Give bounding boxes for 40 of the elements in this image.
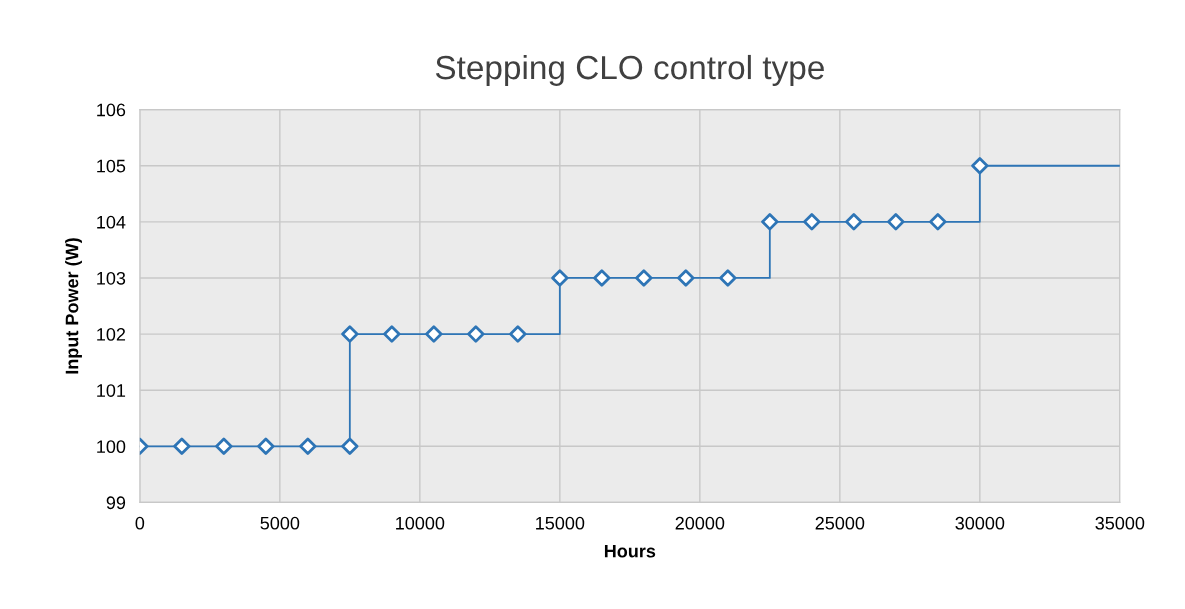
point [215,437,233,455]
point [929,213,947,231]
x-axis-title: Hours [604,544,656,558]
point [803,213,821,231]
point [257,437,275,455]
x-tick-label: 15000 [536,516,585,530]
point [341,437,359,455]
point [593,269,611,287]
point [845,213,863,231]
x-tick-label: 30000 [955,516,1005,530]
x-tick-label: 10000 [396,516,445,530]
x-tick-label: 20000 [675,516,725,530]
y-tick-label: 102 [97,328,126,341]
y-tick-label: 100 [97,440,126,454]
y-tick-label: 105 [97,159,126,173]
point [677,269,695,287]
point [719,269,737,287]
point [635,269,653,287]
y-tick-label: 103 [97,271,126,285]
y-tick-label: 99 [106,496,126,510]
point [551,269,569,287]
point [887,213,905,231]
x-tick-label: 25000 [815,516,865,530]
point [761,213,779,231]
point [971,157,989,175]
x-tick-label: 5000 [260,516,300,530]
y-tick-label: 106 [97,103,126,117]
point [509,325,527,343]
point [425,325,443,343]
chart-title: Stepping CLO control type [435,54,824,86]
y-tick-label: 101 [97,384,126,397]
x-tick-label: 0 [135,516,145,530]
point [467,325,485,343]
point [341,325,359,343]
point [383,325,401,343]
point [173,437,191,455]
point [299,437,317,455]
x-tick-label: 35000 [1095,516,1145,530]
y-axis-title: Input Power (W) [65,238,82,374]
y-tick-label: 104 [97,215,126,229]
